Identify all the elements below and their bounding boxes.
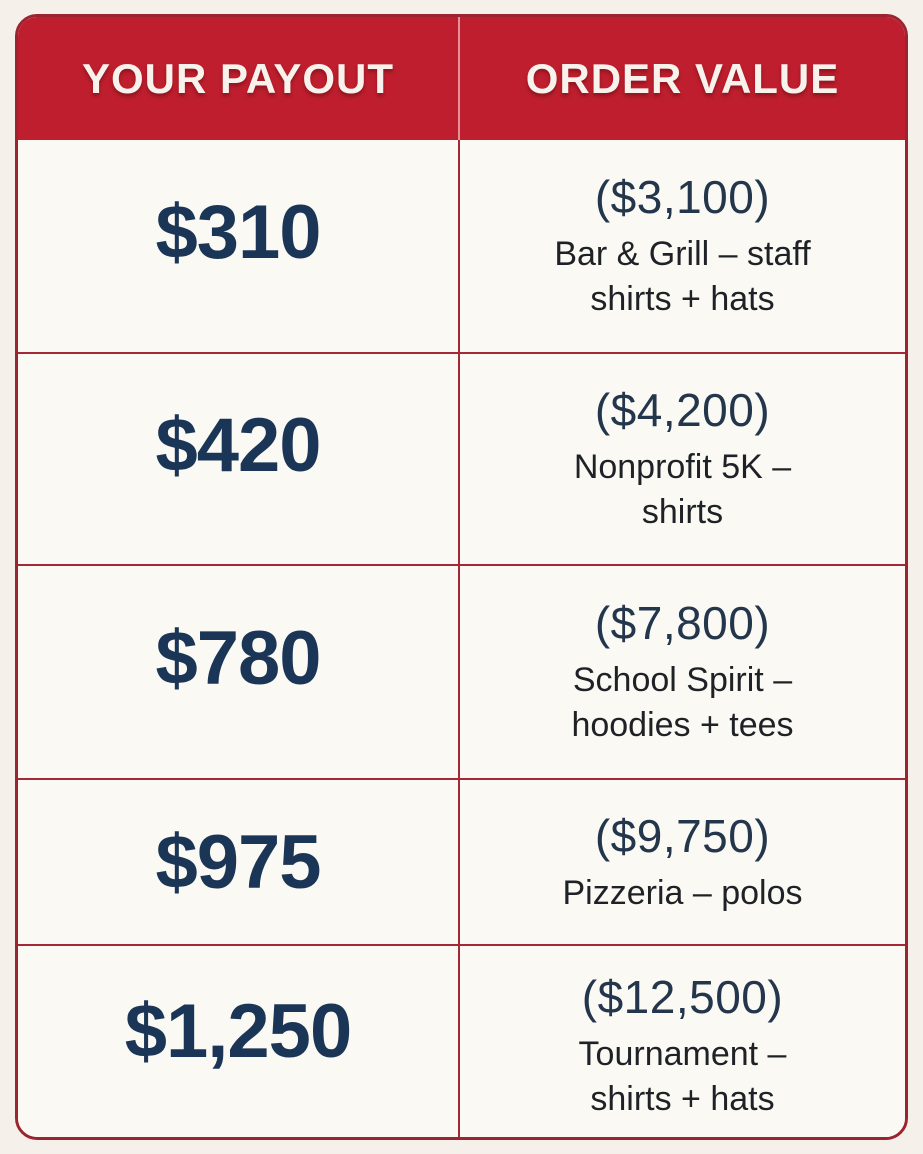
header-cell-order-value: ORDER VALUE xyxy=(458,17,905,140)
payout-value: $780 xyxy=(155,615,321,701)
payout-value: $310 xyxy=(155,189,321,275)
table-header-row: YOUR PAYOUT ORDER VALUE xyxy=(18,17,905,140)
table-row: $975 ($9,750) Pizzeria – polos xyxy=(18,778,905,944)
order-value: ($12,500) xyxy=(581,970,784,1023)
order-value: ($4,200) xyxy=(594,384,771,437)
order-value: ($7,800) xyxy=(594,597,771,650)
payout-value: $1,250 xyxy=(124,989,352,1074)
table-row: $310 ($3,100) Bar & Grill – staff shirts… xyxy=(18,140,905,352)
table-row: $1,250 ($12,500) Tournament – shirts + h… xyxy=(18,944,905,1137)
order-description: Tournament – shirts + hats xyxy=(578,1034,787,1118)
order-value: ($3,100) xyxy=(594,171,771,224)
column-header-your-payout: YOUR PAYOUT xyxy=(81,54,395,102)
table-row: $780 ($7,800) School Spirit – hoodies + … xyxy=(18,564,905,778)
column-header-order-value: ORDER VALUE xyxy=(525,54,840,102)
payout-cell: $780 xyxy=(18,566,458,778)
order-cell: ($12,500) Tournament – shirts + hats xyxy=(458,946,905,1137)
payout-cell: $310 xyxy=(18,140,458,352)
order-cell: ($4,200) Nonprofit 5K – shirts xyxy=(458,354,905,564)
order-description: School Spirit – hoodies + tees xyxy=(571,661,794,744)
order-cell: ($3,100) Bar & Grill – staff shirts + ha… xyxy=(458,140,905,352)
order-value: ($9,750) xyxy=(594,809,771,862)
order-cell: ($7,800) School Spirit – hoodies + tees xyxy=(458,566,905,778)
payout-cell: $975 xyxy=(18,780,458,944)
order-description: Pizzeria – polos xyxy=(562,873,803,912)
order-description: Bar & Grill – staff shirts + hats xyxy=(554,235,811,318)
payout-cell: $420 xyxy=(18,354,458,564)
payout-value: $420 xyxy=(155,402,321,488)
order-description: Nonprofit 5K – shirts xyxy=(573,448,792,531)
payout-cell: $1,250 xyxy=(18,946,458,1137)
payout-value: $975 xyxy=(155,819,321,905)
header-cell-your-payout: YOUR PAYOUT xyxy=(18,17,458,140)
table-row: $420 ($4,200) Nonprofit 5K – shirts xyxy=(18,352,905,564)
payout-table: YOUR PAYOUT ORDER VALUE $310 ($3,100) Ba… xyxy=(15,14,908,1140)
order-cell: ($9,750) Pizzeria – polos xyxy=(458,780,905,944)
